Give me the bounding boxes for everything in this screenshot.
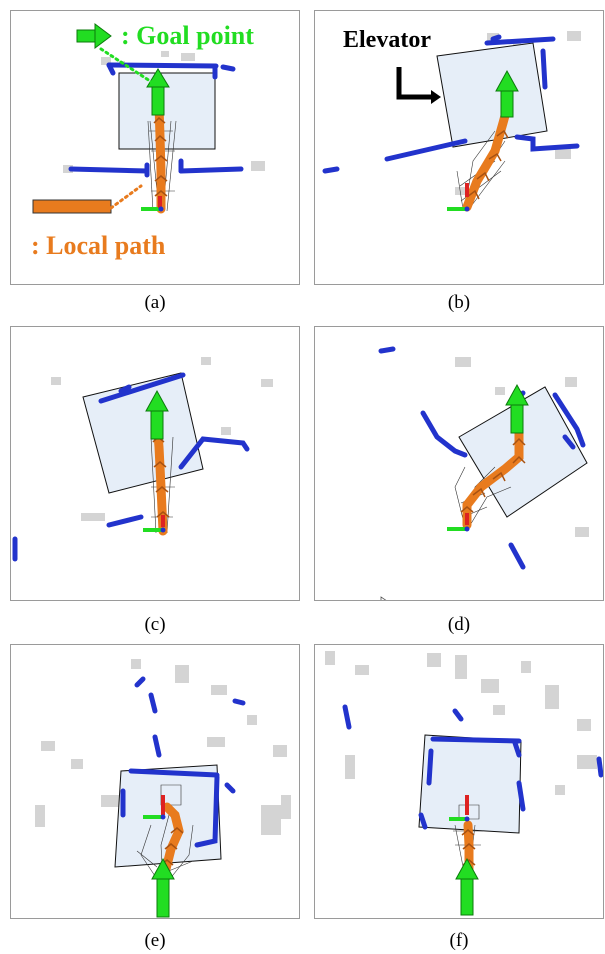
panel-b-scene — [322, 31, 581, 212]
panel-f-scene — [325, 651, 603, 916]
caption-f: (f) — [449, 930, 469, 951]
goal-arrow-icon — [145, 389, 169, 440]
caption-b: (b) — [447, 292, 471, 313]
goal-arrow-icon — [151, 857, 175, 918]
goal-arrow-icon — [505, 383, 529, 434]
panel-a-scene — [32, 23, 265, 214]
caption-c: (c) — [144, 614, 166, 635]
local-path-chevrons — [152, 435, 170, 518]
elevator-box — [418, 734, 522, 834]
goal-point-legend-label: : Goal point — [121, 21, 254, 50]
walls — [120, 676, 246, 848]
elevator-box — [436, 42, 548, 148]
robot-axes-icon — [447, 513, 470, 532]
goal-arrow-icon — [455, 857, 479, 916]
local-path — [462, 426, 524, 530]
robot-axes-icon — [143, 515, 166, 533]
robot-axes-icon — [449, 795, 470, 822]
robot-axes-icon — [141, 196, 164, 212]
robot-axes-icon — [143, 795, 166, 820]
elevator-box — [82, 372, 204, 494]
local-path — [154, 101, 166, 214]
panel-e — [10, 644, 300, 919]
local-path-leader — [109, 184, 143, 210]
robot-axes-icon — [447, 183, 470, 212]
panel-b: Elevator — [314, 10, 604, 285]
local-path — [160, 802, 184, 878]
walls — [322, 34, 580, 174]
obstacle-cells — [51, 357, 273, 521]
local-path-legend-label: : Local path — [31, 231, 166, 260]
panel-a: : Goal point : Local path — [10, 10, 300, 285]
elevator-pointer-arrowhead — [431, 90, 441, 104]
caption-e: (e) — [144, 930, 166, 951]
panel-c — [10, 326, 300, 601]
mouse-cursor-icon — [380, 596, 387, 600]
panel-c-scene — [12, 357, 273, 562]
obstacle-cells — [455, 357, 589, 537]
panel-e-scene — [35, 659, 291, 918]
obstacle-cells — [35, 659, 291, 835]
caption-d: (d) — [447, 614, 471, 635]
panel-d-scene — [378, 346, 589, 600]
goal-legend-arrow-icon — [76, 23, 112, 49]
elevator-box — [114, 764, 222, 868]
local-path-chevrons — [466, 129, 509, 200]
local-path-chevrons — [460, 437, 526, 513]
panel-d — [314, 326, 604, 601]
goal-leader — [99, 47, 155, 85]
goal-arrow-icon — [495, 69, 519, 118]
caption-a: (a) — [144, 292, 166, 313]
panel-f — [314, 644, 604, 919]
obstacle-cells — [325, 651, 597, 795]
local-path-legend-swatch — [32, 199, 112, 214]
walls — [12, 372, 250, 562]
elevator-label: Elevator — [343, 27, 431, 53]
walls — [342, 704, 603, 830]
elevator-pointer-icon — [396, 67, 433, 100]
local-path-chevrons — [153, 116, 168, 197]
